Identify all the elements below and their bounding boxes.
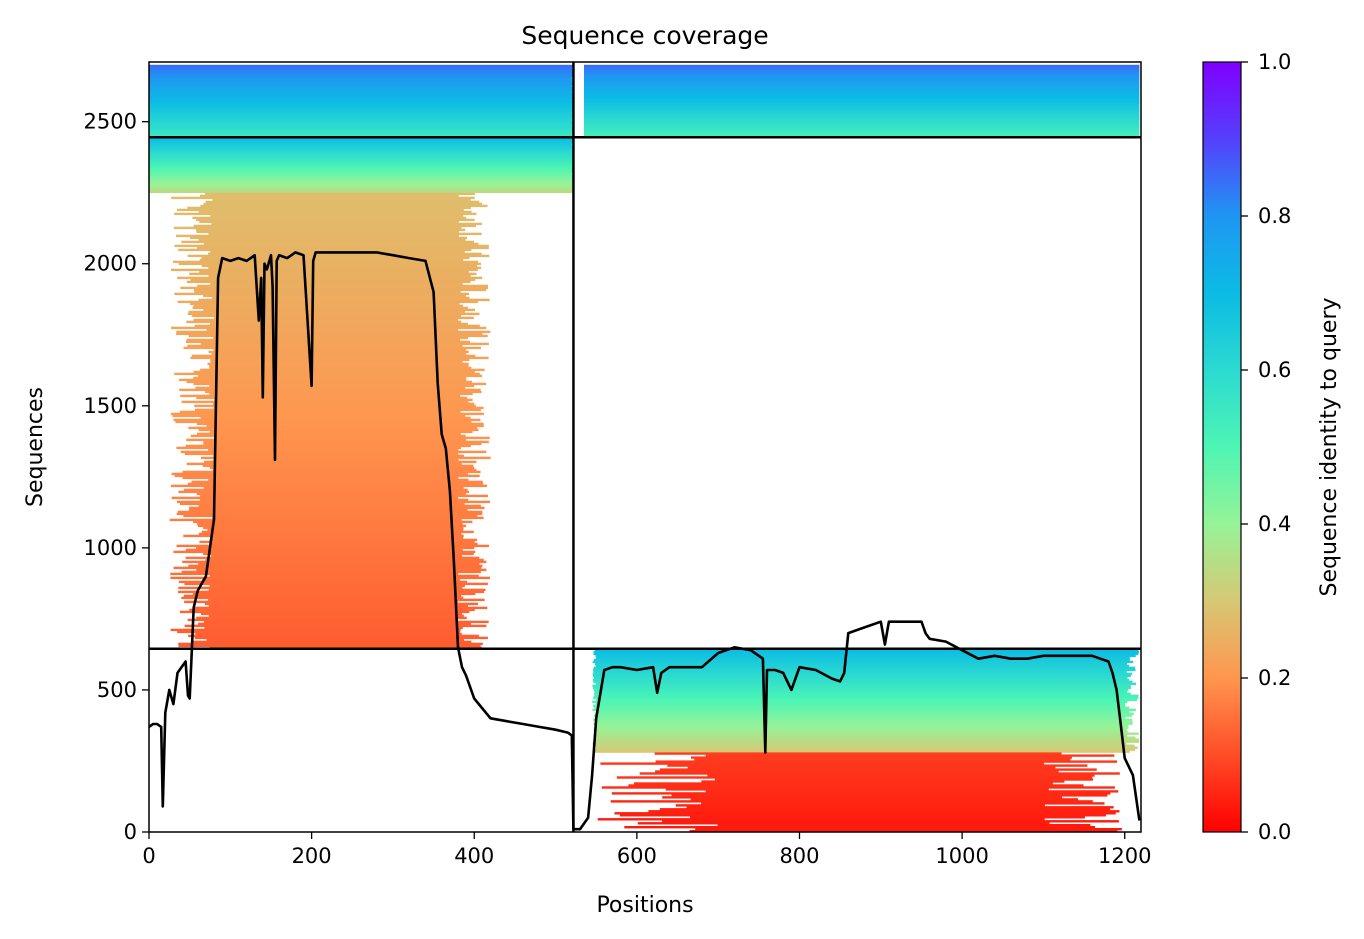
y-tick-label: 0 xyxy=(124,820,137,844)
block-chain2-group3 xyxy=(592,648,1140,753)
block-chain1-group1 xyxy=(149,64,574,138)
colorbar-tick-label: 0.0 xyxy=(1258,820,1291,844)
y-axis-label: Sequences xyxy=(23,387,48,507)
x-tick-label: 0 xyxy=(142,844,155,868)
plot-frame xyxy=(148,61,1142,833)
x-tick-label: 1000 xyxy=(935,844,988,868)
chain-boundary-lines xyxy=(149,62,1141,832)
coverage-line xyxy=(149,251,1141,831)
x-tick-label: 1200 xyxy=(1098,844,1151,868)
y-tick-label: 500 xyxy=(97,678,137,702)
x-tick-label: 600 xyxy=(617,844,657,868)
x-tick-label: 800 xyxy=(779,844,819,868)
colorbar-label: Sequence identity to query xyxy=(1317,297,1342,596)
colorbar-tick-label: 0.6 xyxy=(1258,358,1291,382)
coverage-line-layer xyxy=(149,251,1141,831)
block-chain1-group2-bulk xyxy=(169,192,491,650)
y-axis: 0 500 1000 1500 2000 2500 xyxy=(84,110,149,844)
colorbar-tick-label: 0.8 xyxy=(1258,204,1291,228)
colorbar-tick-label: 1.0 xyxy=(1258,50,1291,74)
y-tick-label: 2500 xyxy=(84,110,137,134)
colorbar-tick-label: 0.2 xyxy=(1258,666,1291,690)
x-axis-label: Positions xyxy=(596,893,693,918)
x-tick-label: 200 xyxy=(292,844,332,868)
y-tick-label: 1500 xyxy=(84,394,137,418)
x-tick-label: 400 xyxy=(454,844,494,868)
colorbar-tick-label: 0.4 xyxy=(1258,512,1291,536)
x-axis: 0 200 400 600 800 1000 1200 xyxy=(142,832,1151,868)
coverage-heatmap xyxy=(149,64,1140,832)
colorbar-axis: 0.0 0.2 0.4 0.6 0.8 1.0 xyxy=(1241,50,1291,844)
block-chain2-group3-low xyxy=(597,752,1122,832)
chart-title: Sequence coverage xyxy=(521,21,768,50)
y-tick-label: 1000 xyxy=(84,536,137,560)
y-tick-label: 2000 xyxy=(84,252,137,276)
block-chain2-group1 xyxy=(584,64,1140,138)
block-chain1-group2-top xyxy=(149,137,574,194)
colorbar xyxy=(1202,61,1242,833)
